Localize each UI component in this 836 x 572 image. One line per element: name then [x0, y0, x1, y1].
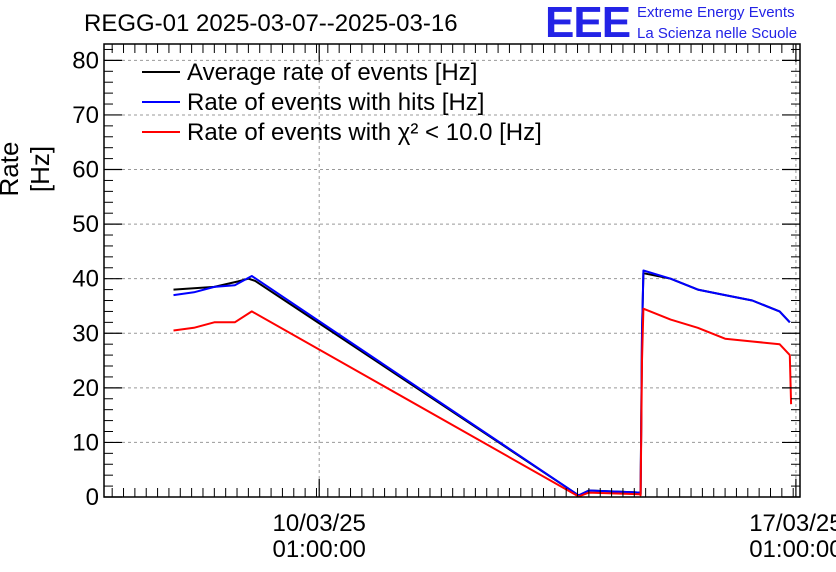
x-tick-time: 01:00:00: [272, 536, 365, 563]
legend-label-2: Rate of events with χ² < 10.0 [Hz]: [187, 119, 542, 146]
chart-grid: [104, 44, 800, 497]
y-tick-label: 10: [72, 429, 99, 456]
y-tick-label: 80: [72, 47, 99, 74]
x-tick-time: 01:00:00: [749, 536, 836, 563]
chart-title: REGG-01 2025-03-07--2025-03-16: [84, 10, 458, 37]
plot-frame: [103, 43, 801, 498]
y-tick-label: 30: [72, 320, 99, 347]
y-axis-label: Rate [Hz]: [0, 141, 55, 197]
y-axis-ticks: 0 10 20 30 40 50 60 70 80: [72, 47, 800, 511]
series-line-1: [173, 269, 791, 497]
series-line-2: [173, 307, 793, 498]
chart-series-group: [173, 269, 793, 498]
legend: Average rate of events [Hz] Rate of event…: [142, 59, 542, 146]
y-tick-label: 60: [72, 157, 99, 184]
y-tick-label: 40: [72, 266, 99, 293]
logo-subtitle-1: Extreme Energy Events: [637, 4, 795, 21]
x-tick-date: 10/03/25: [272, 510, 365, 537]
logo-subtitle-2: La Scienza nelle Scuole: [637, 25, 798, 42]
legend-label-0: Average rate of events [Hz]: [187, 59, 477, 86]
x-tick-date: 17/03/25: [749, 510, 836, 537]
y-tick-label: 70: [72, 102, 99, 129]
y-tick-label: 50: [72, 211, 99, 238]
y-tick-label: 0: [86, 484, 99, 511]
eee-logo: EEE: [545, 0, 631, 47]
series-line-0: [173, 272, 791, 497]
y-tick-label: 20: [72, 375, 99, 402]
legend-label-1: Rate of events with hits [Hz]: [187, 89, 484, 116]
